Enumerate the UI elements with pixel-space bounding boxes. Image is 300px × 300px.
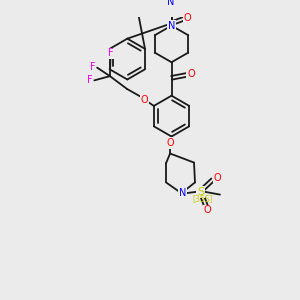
Text: O: O (187, 69, 195, 79)
Text: N: N (167, 0, 175, 8)
Text: O: O (184, 13, 191, 23)
Text: S: S (197, 187, 204, 197)
Text: N: N (168, 21, 175, 31)
Text: O: O (203, 206, 211, 215)
Text: O: O (141, 95, 148, 105)
Text: O: O (167, 138, 175, 148)
Text: [35S]: [35S] (193, 194, 213, 203)
Text: F: F (89, 62, 95, 72)
Text: F: F (87, 75, 92, 85)
Text: F: F (108, 49, 113, 58)
Text: N: N (179, 188, 187, 198)
Text: O: O (214, 173, 221, 184)
